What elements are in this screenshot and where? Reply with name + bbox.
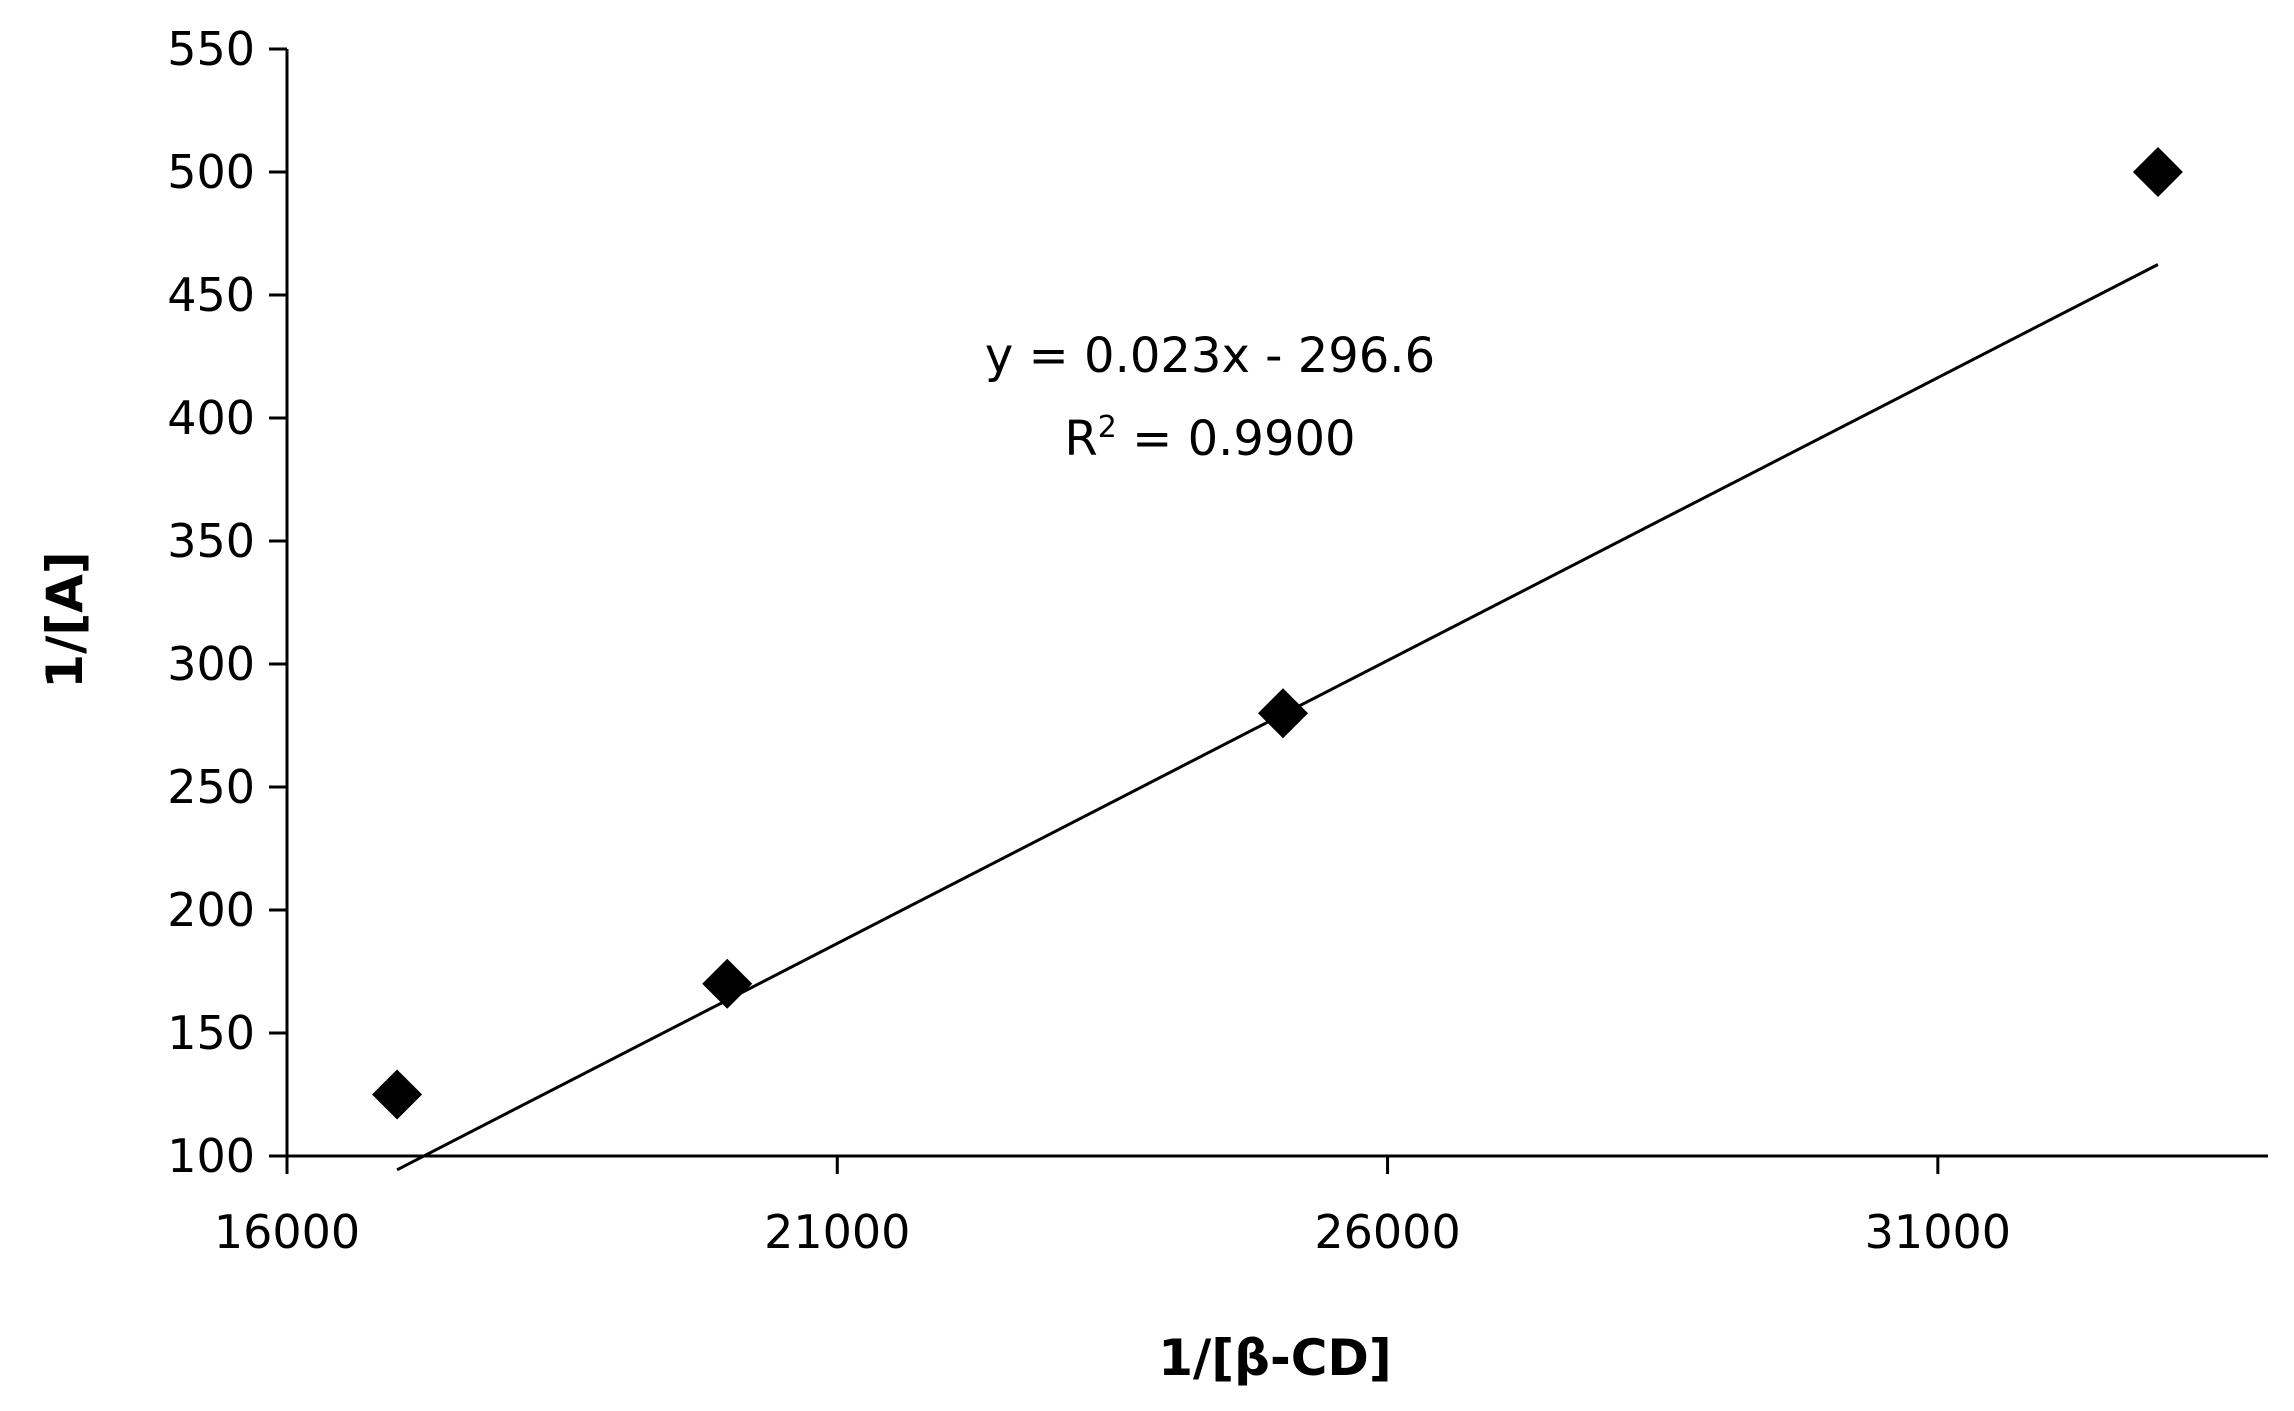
data-point [372, 1069, 423, 1120]
y-tick-label: 450 [167, 268, 255, 322]
y-tick-label: 250 [167, 760, 255, 814]
x-tick-label: 26000 [1314, 1205, 1460, 1259]
y-tick-label: 150 [167, 1006, 255, 1060]
y-tick-label: 300 [167, 637, 255, 691]
trendline-r-squared: R2 = 0.9900 [1064, 410, 1355, 467]
data-point [1258, 688, 1309, 739]
x-tick-label: 16000 [214, 1205, 360, 1259]
y-tick-label: 400 [167, 391, 255, 445]
x-axis-ticks: 16000 21000 26000 31000 [214, 1156, 2011, 1259]
y-tick-label: 200 [167, 883, 255, 937]
data-points [372, 147, 2183, 1120]
data-point [702, 958, 753, 1009]
y-tick-label: 100 [167, 1129, 255, 1183]
y-axis-title: 1/[A] [36, 551, 94, 688]
data-point [2132, 147, 2183, 197]
trendline-equation: y = 0.023x - 296.6 [985, 328, 1435, 384]
x-axis-title: 1/[β-CD] [1158, 1329, 1392, 1387]
y-axis-ticks: 100 150 200 250 300 350 400 450 500 550 [167, 22, 287, 1183]
x-tick-label: 31000 [1865, 1205, 2011, 1259]
y-tick-label: 500 [167, 145, 255, 199]
axes [285, 49, 2268, 1158]
x-tick-label: 21000 [764, 1205, 910, 1259]
y-tick-label: 550 [167, 22, 255, 76]
y-tick-label: 350 [167, 514, 255, 568]
